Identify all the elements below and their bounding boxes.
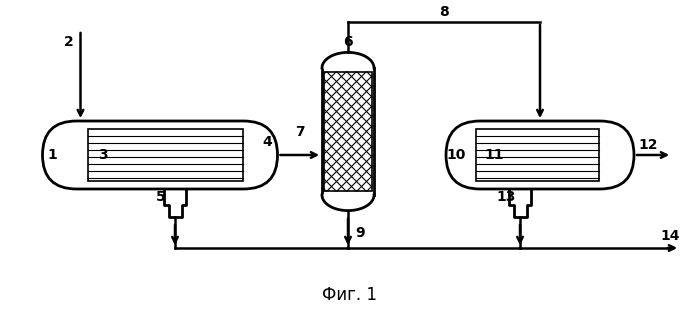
Text: 2: 2: [64, 35, 73, 49]
FancyBboxPatch shape: [446, 121, 634, 189]
Text: 10: 10: [447, 148, 466, 162]
Text: 3: 3: [98, 148, 108, 162]
Bar: [324, 72, 372, 191]
Text: 6: 6: [343, 35, 353, 49]
Polygon shape: [322, 68, 374, 195]
Polygon shape: [322, 195, 374, 211]
Text: 7: 7: [295, 125, 305, 138]
Text: 12: 12: [638, 138, 658, 152]
Polygon shape: [322, 52, 374, 68]
FancyBboxPatch shape: [43, 121, 278, 189]
Text: 1: 1: [48, 148, 57, 162]
Bar: [87, 129, 243, 181]
Bar: [476, 129, 599, 181]
Text: 11: 11: [484, 148, 504, 162]
Text: 9: 9: [355, 226, 365, 239]
Text: 13: 13: [496, 190, 516, 204]
Text: 14: 14: [661, 229, 679, 243]
Text: 5: 5: [156, 190, 166, 204]
Text: Фиг. 1: Фиг. 1: [322, 286, 377, 304]
Text: 4: 4: [263, 135, 273, 149]
Text: 8: 8: [439, 5, 449, 19]
